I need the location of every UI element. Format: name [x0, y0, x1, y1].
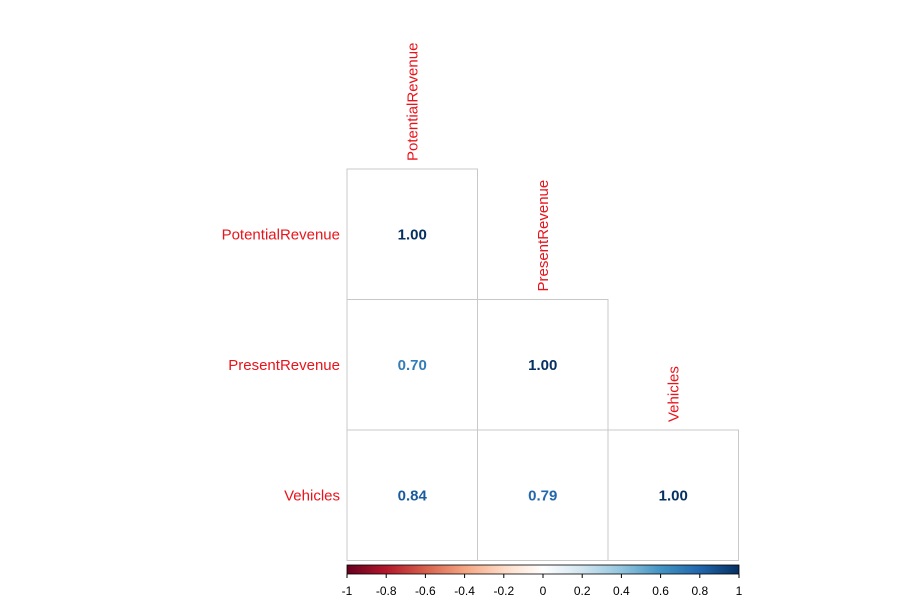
colorbar-tick-label: 0.8	[691, 584, 708, 598]
colorbar-tick-label: 0.2	[574, 584, 591, 598]
colorbar-tick-label: 0.6	[652, 584, 669, 598]
colorbar-tick-label: -1	[342, 584, 353, 598]
cell-value-2-1: 0.79	[528, 487, 557, 504]
cell-value-1-1: 1.00	[528, 357, 557, 374]
cell-value-2-2: 1.00	[659, 487, 688, 504]
column-labels: PotentialRevenue PresentRevenue Vehicles	[404, 43, 682, 422]
colorbar-tick-label: 0	[540, 584, 547, 598]
colorbar-tick-label: -0.2	[493, 584, 514, 598]
heatmap-cell-2-2	[607, 429, 739, 561]
row-label-vehicles: Vehicles	[284, 487, 340, 504]
colorbar-tick-label: -0.8	[376, 584, 397, 598]
colorbar: -1 -0.8 -0.6 -0.4 -0.2 0 0.2 0.4 0.6 0.8 1	[342, 564, 743, 598]
colorbar-tick-label: -0.4	[454, 584, 475, 598]
cell-value-1-0: 0.70	[398, 357, 427, 374]
row-label-potential-revenue: PotentialRevenue	[222, 226, 340, 243]
cell-value-0-0: 1.00	[398, 226, 427, 243]
colorbar-tick-label: 1	[736, 584, 743, 598]
column-label-potential-revenue: PotentialRevenue	[404, 43, 421, 161]
column-label-present-revenue: PresentRevenue	[535, 180, 552, 292]
colorbar-tick-label: 0.4	[613, 584, 630, 598]
colorbar-gradient	[346, 564, 740, 575]
cell-values: 1.00 0.70 1.00 0.84 0.79 1.00	[398, 226, 688, 504]
row-label-present-revenue: PresentRevenue	[228, 357, 340, 374]
colorbar-tick-label: -0.6	[415, 584, 436, 598]
cell-grid	[346, 168, 739, 561]
row-labels: PotentialRevenue PresentRevenue Vehicles	[222, 226, 340, 504]
column-label-vehicles: Vehicles	[665, 366, 682, 422]
cell-value-2-0: 0.84	[398, 487, 428, 504]
